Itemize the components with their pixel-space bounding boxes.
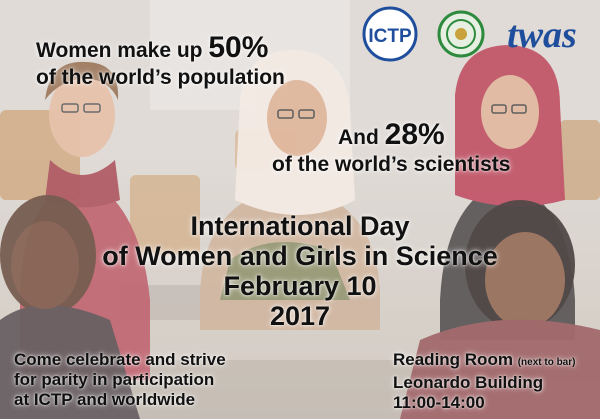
venue-room: Reading Room xyxy=(393,350,513,369)
population-stat-line2: of the world’s population xyxy=(36,66,285,89)
event-title-line2: of Women and Girls in Science xyxy=(102,241,498,271)
population-percent: 50% xyxy=(208,31,269,64)
invitation-text: Come celebrate and strive for parity in … xyxy=(14,350,226,410)
venue-time: 11:00-14:00 xyxy=(393,393,485,412)
scientists-stat: And 28% of the world’s scientists xyxy=(272,118,510,178)
academy-seal-logo xyxy=(437,10,485,58)
event-headline: International Day of Women and Girls in … xyxy=(0,211,600,331)
venue-building: Leonardo Building xyxy=(393,373,544,392)
event-title-line1: International Day xyxy=(190,211,410,241)
twas-logo: twas xyxy=(507,14,577,56)
population-stat: Women make up 50% of the world’s populat… xyxy=(36,31,285,91)
scientists-stat-prefix: And xyxy=(338,126,385,149)
invitation-line1: Come celebrate and strive xyxy=(14,350,226,369)
person-front-left xyxy=(0,195,140,419)
person-front-right xyxy=(400,200,600,419)
person-center xyxy=(200,50,380,330)
ictp-logo: ICTP xyxy=(362,6,418,62)
venue-text: Reading Room (next to bar) Leonardo Buil… xyxy=(393,350,575,413)
scientists-percent: 28% xyxy=(384,118,445,151)
invitation-line2: for parity in participation xyxy=(14,370,215,389)
event-date: February 10 xyxy=(223,271,377,301)
event-year: 2017 xyxy=(269,301,331,331)
scientists-stat-line2: of the world’s scientists xyxy=(272,153,511,176)
invitation-line3: at ICTP and worldwide xyxy=(14,390,196,409)
twas-logo-text: twas xyxy=(507,14,577,56)
venue-room-note: (next to bar) xyxy=(517,357,576,368)
sponsor-logos: ICTP twas xyxy=(362,6,577,62)
population-stat-prefix: Women make up xyxy=(36,39,209,62)
ictp-logo-text: ICTP xyxy=(368,26,412,47)
